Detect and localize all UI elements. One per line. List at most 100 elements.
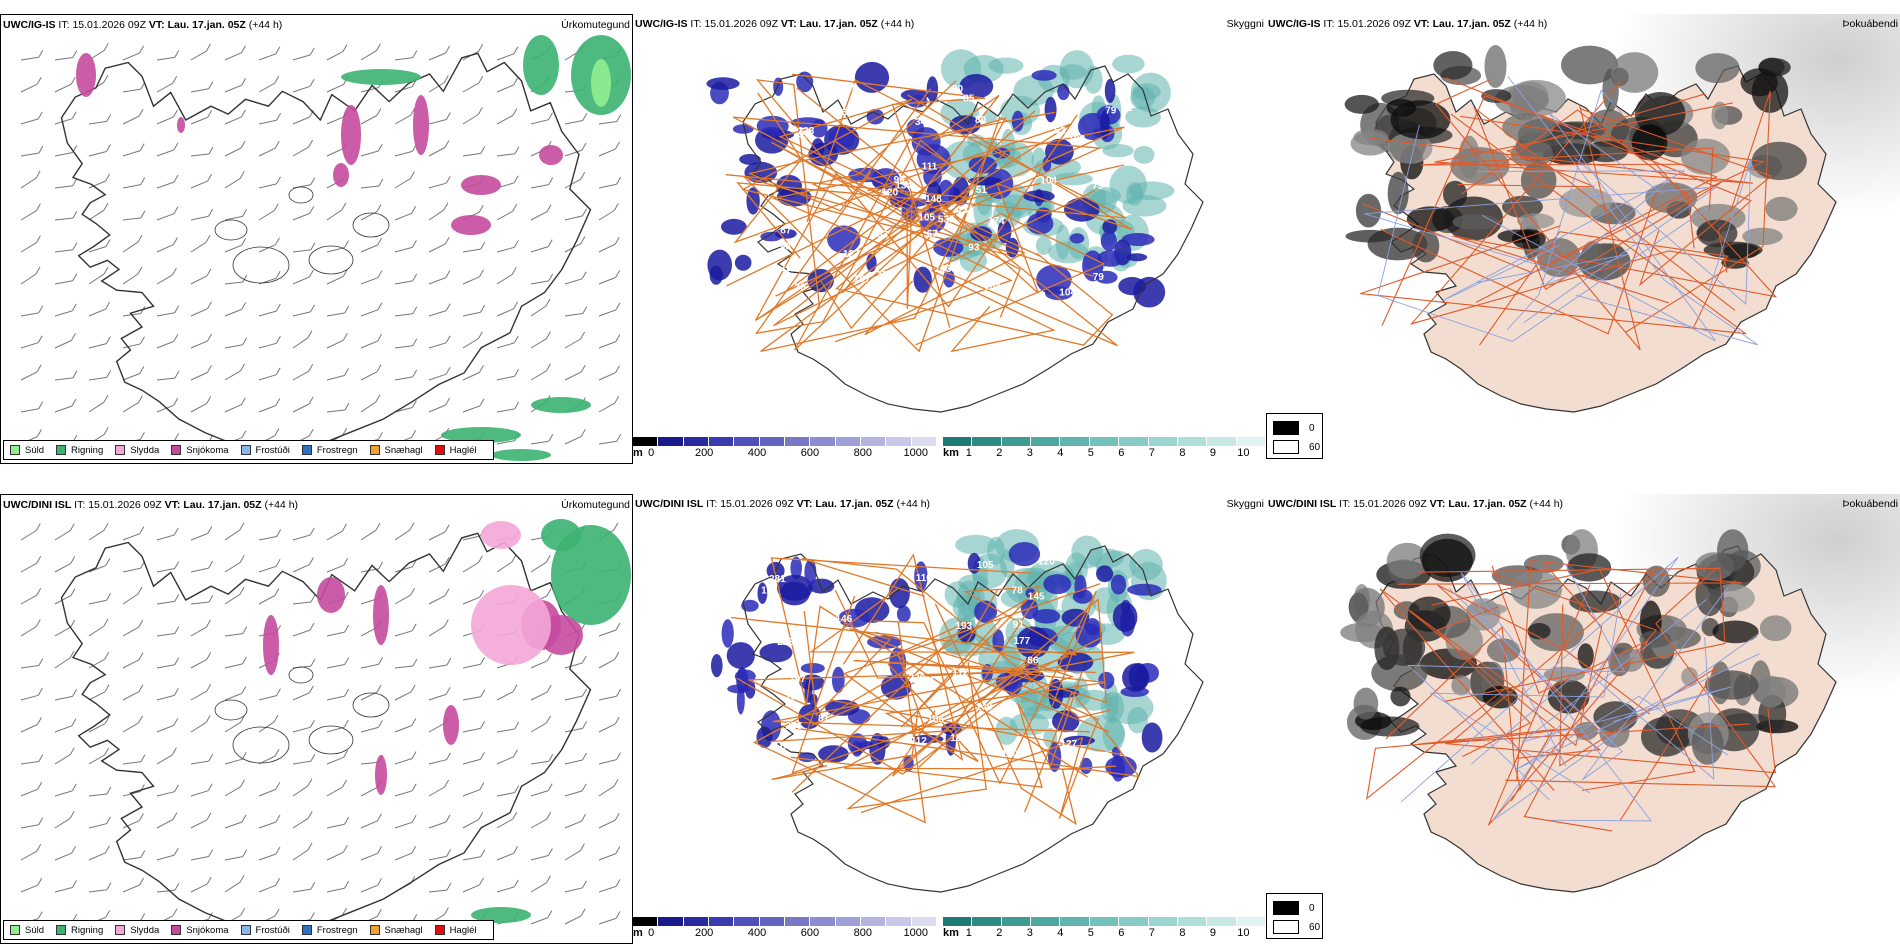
cloud-base-label: 96 <box>836 107 848 118</box>
cloud-base-label: 163 <box>935 264 952 275</box>
cloud-base-label: 97 <box>766 274 778 285</box>
cloud-base-label: 148 <box>925 194 942 205</box>
legend-label: Frostregn <box>316 444 358 456</box>
cloud-base-label: 193 <box>1068 134 1085 145</box>
precip-type-legend: Súld Rigning Slydda Snjókoma Frostúði Frostre… <box>3 920 494 940</box>
visibility-ticks: 1 2 3 4 5 6 7 8 9 10 <box>943 447 1266 461</box>
cloud-base-label: 79 <box>1105 105 1117 116</box>
cloud-base-label: 79 <box>1093 272 1105 283</box>
cloud-base-label: 131 <box>957 205 974 216</box>
tick-label: 200 <box>694 447 714 459</box>
legend-swatch <box>171 925 182 935</box>
cloud-base-label: 117 <box>746 305 763 316</box>
tick-label: 5 <box>1087 447 1094 459</box>
vis-unit: km <box>943 927 959 939</box>
panel-title-fog: Þokuábendi <box>1842 18 1898 30</box>
cloud-base-label: 111 <box>919 676 935 687</box>
legend-swatch <box>56 445 67 455</box>
precip-type-legend: Súld Rigning Slydda Snjókoma Frostúði Frostre… <box>3 440 494 460</box>
legend-item: Haglél <box>434 925 477 936</box>
legend-swatch <box>240 925 251 935</box>
cloud-base-label: 174 <box>988 216 1005 227</box>
tick-label: 1 <box>965 927 972 939</box>
tick-label: 1 <box>965 447 972 459</box>
tick-label: 6 <box>1118 447 1125 459</box>
height-ticks: 0 200 400 600 800 1000 <box>633 927 937 941</box>
legend-swatch <box>369 445 380 455</box>
legend-item: Rigning <box>56 925 103 936</box>
cloud-base-label: 103 <box>871 230 888 241</box>
vis-unit: km <box>943 447 959 459</box>
tick-label: 2 <box>996 927 1003 939</box>
cloud-base-label: 177 <box>1014 636 1031 647</box>
tick-label: 8 <box>1179 447 1186 459</box>
cloud-base-label: 104 <box>1040 176 1057 187</box>
legend-item: Haglél <box>434 445 477 456</box>
cloud-base-label: 62 <box>1054 126 1066 137</box>
tick-label: 400 <box>747 447 767 459</box>
cloud-base-label: 127 <box>843 249 860 260</box>
panel-title-visibility: Skyggni <box>1226 498 1264 510</box>
cloud-base-label: 105 <box>918 213 935 224</box>
legend-label: Snæhagl <box>384 924 423 936</box>
cloud-base-label: 145 <box>1028 592 1045 603</box>
run-header: UWC/DINI ISL IT: 15.01.2026 09Z VT: Lau.… <box>635 498 931 510</box>
legend-swatch <box>301 925 312 935</box>
legend-label: Frostúði <box>255 924 290 936</box>
cloud-base-label: 81 <box>818 713 830 724</box>
legend-label: Frostregn <box>316 924 358 936</box>
cloud-base-label: 276 <box>786 721 803 732</box>
tick-label: 7 <box>1148 447 1155 459</box>
visibility-colorbar <box>943 437 1266 446</box>
precip-map-row1 <box>20 35 631 461</box>
tick-label: 600 <box>800 447 820 459</box>
visibility-panel-row1: 96 75 134 104 93 97 51 107 103 79 62 96 123 81 77 85 70 1… <box>633 14 1266 464</box>
cloud-base-label: 123 <box>798 126 815 137</box>
cloud-base-label: 116 <box>916 573 933 584</box>
fog-panel-row2: UWC/DINI ISL IT: 15.01.2026 09Z VT: Lau.… <box>1266 494 1900 944</box>
cloud-base-label: 181 <box>950 733 967 744</box>
legend-item: Slydda <box>115 445 159 456</box>
cloud-base-label: 104 <box>984 281 1001 292</box>
tick-label: 6 <box>1118 927 1125 939</box>
run-header: UWC/IG-IS IT: 15.01.2026 09Z VT: Lau. 17… <box>3 19 283 31</box>
cloud-base-label: 77 <box>876 270 888 281</box>
tick-label: 600 <box>800 927 820 939</box>
cloud-base-label: 120 <box>841 83 858 94</box>
tick-label: 9 <box>1209 447 1216 459</box>
cloud-base-label: 197 <box>789 674 806 685</box>
cloud-base-label: 146 <box>836 614 853 625</box>
cloud-base-label: 97 <box>799 129 811 140</box>
cloud-base-label: 112 <box>952 668 969 679</box>
cloud-height-colorbar <box>633 437 937 446</box>
cloud-base-label: 51 <box>976 185 988 196</box>
panel-title-fog: Þokuábendi <box>1842 498 1898 510</box>
cloud-base-label: 160 <box>785 692 802 703</box>
cloud-base-label: 93 <box>780 241 792 252</box>
cloud-base-label: 87 <box>780 226 792 237</box>
cloud-base-label: 281 <box>769 574 786 585</box>
legend-item: Snæhagl <box>369 444 423 456</box>
tick-label: 2 <box>996 447 1003 459</box>
cloud-base-label: 104 <box>1059 288 1076 299</box>
tick-label: 9 <box>1209 927 1216 939</box>
run-header: UWC/IG-IS IT: 15.01.2026 09Z VT: Lau. 17… <box>635 18 915 30</box>
cloud-height-colorbar <box>633 917 937 926</box>
cloud-base-label: 90 <box>952 84 964 95</box>
legend-label: Snjókoma <box>186 444 229 456</box>
legend-item: Frostregn <box>301 444 358 456</box>
cloud-base-label: 535 <box>938 214 955 225</box>
cloud-base-label: 80 <box>975 115 987 126</box>
legend-item: Snjókoma <box>171 444 229 456</box>
tick-label: 3 <box>1026 447 1033 459</box>
tick-label: 4 <box>1057 447 1064 459</box>
cloud-base-label: 223 <box>777 637 794 648</box>
cloud-base-label: 105 <box>977 560 994 571</box>
legend-label: Snæhagl <box>384 444 423 456</box>
cloud-base-label: 111 <box>922 162 938 173</box>
legend-item: Snjókoma <box>171 925 229 936</box>
cloud-base-label: 70 <box>795 283 807 294</box>
visibility-panel-row2: 120 146 91 78 112 86 103 104 112 81 160 276 112 155 19… <box>633 494 1266 944</box>
cloud-base-label: 121 <box>781 263 798 274</box>
tick-label: 3 <box>1026 927 1033 939</box>
